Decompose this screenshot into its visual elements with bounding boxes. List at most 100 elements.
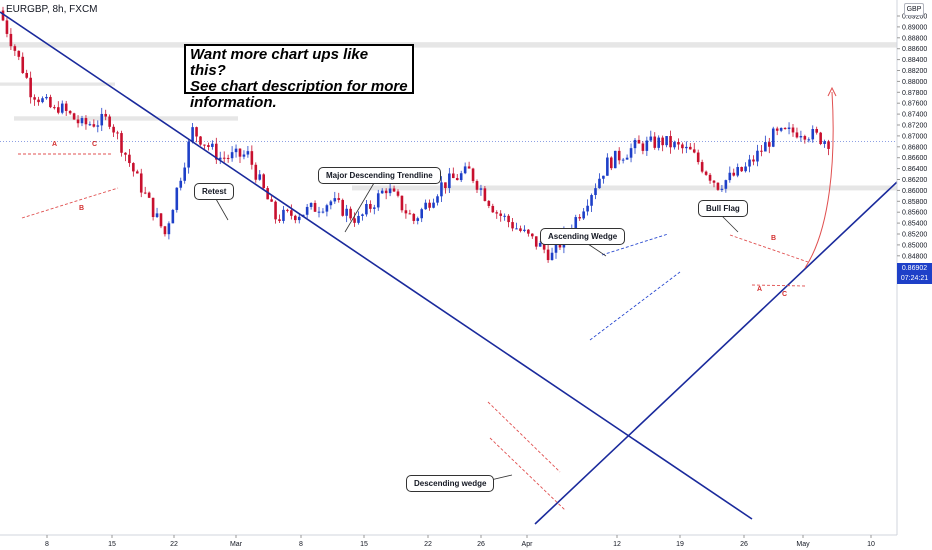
callout-descending-wedge: Descending wedge	[406, 475, 495, 492]
candle-body	[412, 213, 416, 221]
candle-body	[305, 206, 309, 215]
candle-body	[282, 209, 285, 221]
candle-body	[76, 119, 80, 124]
candle-body	[309, 202, 313, 207]
candle-body	[712, 180, 716, 183]
candle-body	[708, 174, 712, 181]
price-tick-label: 0.88400	[902, 57, 927, 64]
candle-body	[270, 199, 273, 202]
candle-body	[183, 167, 186, 181]
candle-body	[823, 141, 826, 144]
candle-body	[617, 150, 621, 161]
candle-body	[317, 211, 321, 213]
candle-body	[594, 188, 597, 196]
price-tick-label: 0.85000	[902, 242, 927, 249]
candle-body	[373, 207, 376, 209]
candle-body	[795, 132, 799, 138]
candle-body	[756, 150, 759, 162]
symbol-label[interactable]: EURGBP, 8h, FXCM	[6, 4, 98, 15]
candle-body	[637, 139, 641, 144]
candle-body	[313, 202, 317, 212]
candle-body	[645, 140, 649, 151]
candle-body	[649, 136, 653, 141]
candle-body	[764, 142, 767, 152]
price-tick-label: 0.87600	[902, 101, 927, 108]
descending-wedge-line	[487, 401, 561, 473]
bull-flag-line	[751, 284, 806, 287]
bull-flag-line	[729, 234, 809, 263]
candle-body	[598, 178, 601, 189]
candle-body	[582, 211, 585, 219]
candle-body	[68, 110, 72, 114]
candle-body	[376, 193, 380, 208]
candle-body	[13, 46, 17, 51]
time-tick-label: May	[796, 541, 810, 548]
candle-body	[17, 50, 21, 57]
candle-body	[483, 188, 487, 201]
candle-body	[692, 149, 696, 153]
callout-pointer	[344, 182, 375, 233]
time-tick-label: 22	[170, 541, 178, 548]
time-tick-label: 26	[740, 541, 748, 548]
price-tick-label: 0.87000	[902, 133, 927, 140]
candle-body	[337, 198, 341, 200]
candle-body	[294, 215, 297, 221]
candle-body	[700, 162, 704, 172]
candle-body	[211, 143, 214, 147]
candle-body	[681, 144, 684, 149]
candle-body	[29, 77, 32, 98]
candle-body	[459, 173, 463, 181]
candle-body	[811, 128, 815, 140]
candle-body	[452, 173, 455, 179]
candle-body	[673, 142, 676, 148]
candle-body	[250, 151, 254, 165]
callout-pointer	[587, 243, 607, 257]
candle-body	[815, 128, 818, 133]
price-zone	[14, 116, 238, 121]
candle-body	[365, 203, 368, 215]
candle-body	[653, 136, 657, 148]
candle-body	[775, 128, 779, 131]
pattern-label-a: A	[52, 141, 58, 148]
candle-body	[586, 205, 589, 212]
candle-body	[799, 136, 803, 138]
last-price-label: 0.86902	[897, 263, 932, 274]
projection-arrowhead	[827, 86, 837, 97]
candle-body	[724, 180, 728, 189]
triangle-pattern-line	[21, 187, 119, 219]
projection-curve	[804, 91, 834, 269]
candle-body	[752, 159, 755, 162]
candle-body	[440, 182, 443, 197]
pattern-label-b: B	[79, 205, 85, 212]
candle-body	[633, 139, 637, 149]
candle-body	[779, 127, 783, 131]
candle-body	[602, 175, 605, 179]
currency-badge[interactable]: GBP	[904, 3, 924, 16]
chart-drawings	[0, 11, 898, 525]
callout-pointer	[215, 198, 229, 221]
candle-body	[613, 150, 617, 169]
candle-body	[503, 215, 506, 217]
candle-body	[380, 190, 384, 194]
price-tick-label: 0.85800	[902, 199, 927, 206]
candle-body	[507, 215, 510, 223]
candle-body	[732, 172, 736, 176]
pattern-label-b: B	[771, 235, 777, 242]
time-tick-label: 8	[45, 541, 49, 548]
candle-body	[606, 157, 609, 176]
time-tick-label: 15	[360, 541, 368, 548]
candle-body	[96, 125, 100, 127]
candle-body	[665, 136, 668, 146]
price-tick-label: 0.86400	[902, 166, 927, 173]
candle-body	[404, 210, 408, 214]
candle-body	[546, 249, 550, 261]
candle-body	[408, 213, 412, 215]
candle-body	[41, 98, 44, 103]
time-tick-label: 19	[676, 541, 684, 548]
candle-body	[783, 127, 787, 129]
candle-body	[242, 154, 246, 157]
time-tick-label: Apr	[522, 541, 534, 548]
candle-body	[100, 113, 104, 126]
candle-body	[278, 219, 281, 221]
